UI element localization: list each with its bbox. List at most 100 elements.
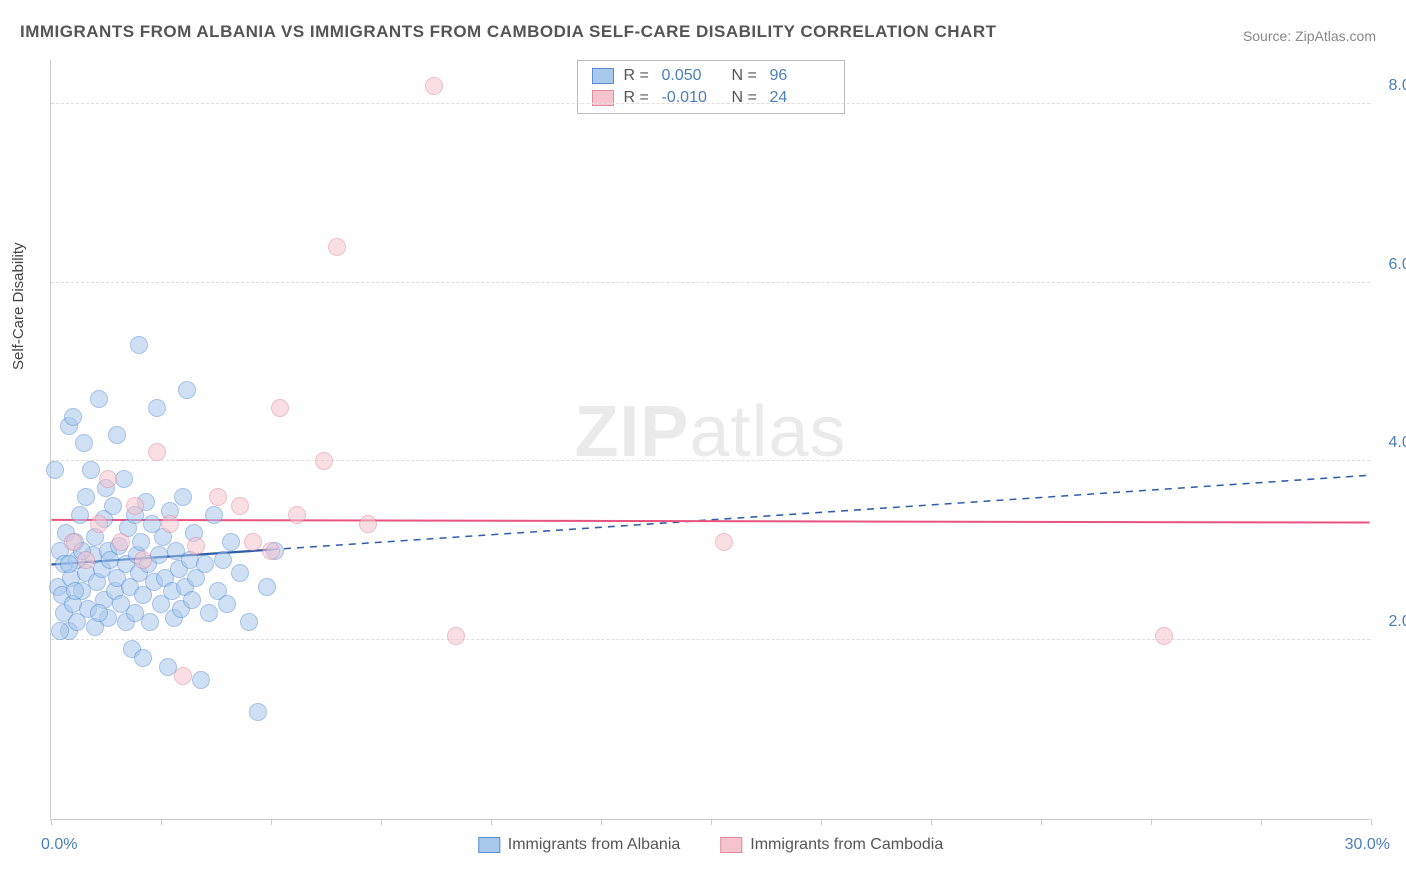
x-tick <box>271 819 272 825</box>
stats-row: R = -0.010 N = 24 <box>592 87 830 109</box>
y-tick-label: 2.0% <box>1389 613 1406 631</box>
source-label: Source: ZipAtlas.com <box>1243 28 1376 44</box>
data-point <box>108 426 126 444</box>
data-point <box>99 470 117 488</box>
data-point <box>126 497 144 515</box>
stat-value-n: 96 <box>770 67 830 85</box>
data-point <box>359 515 377 533</box>
data-point <box>231 497 249 515</box>
data-point <box>115 470 133 488</box>
data-point <box>209 488 227 506</box>
y-tick-label: 4.0% <box>1389 434 1406 452</box>
data-point <box>148 399 166 417</box>
data-point <box>141 613 159 631</box>
stat-label-r: R = <box>624 89 652 107</box>
data-point <box>90 604 108 622</box>
data-point <box>271 399 289 417</box>
trend-lines <box>51 60 1370 819</box>
data-point <box>249 703 267 721</box>
y-axis-title: Self-Care Disability <box>10 242 27 370</box>
x-tick <box>711 819 712 825</box>
data-point <box>187 537 205 555</box>
y-tick-label: 6.0% <box>1389 256 1406 274</box>
data-point <box>90 390 108 408</box>
data-point <box>77 551 95 569</box>
x-tick <box>1371 819 1372 825</box>
gridline <box>51 103 1370 104</box>
data-point <box>148 443 166 461</box>
legend-swatch <box>478 837 500 853</box>
data-point <box>196 555 214 573</box>
data-point <box>218 595 236 613</box>
data-point <box>150 546 168 564</box>
data-point <box>288 506 306 524</box>
data-point <box>64 408 82 426</box>
data-point <box>112 533 130 551</box>
data-point <box>174 488 192 506</box>
data-point <box>77 488 95 506</box>
data-point <box>174 667 192 685</box>
data-point <box>66 582 84 600</box>
data-point <box>205 506 223 524</box>
data-point <box>46 461 64 479</box>
data-point <box>90 515 108 533</box>
stats-row: R = 0.050 N = 96 <box>592 65 830 87</box>
data-point <box>82 461 100 479</box>
data-point <box>715 533 733 551</box>
data-point <box>134 649 152 667</box>
stat-label-n: N = <box>732 67 760 85</box>
x-tick <box>381 819 382 825</box>
gridline <box>51 460 1370 461</box>
data-point <box>51 622 69 640</box>
gridline <box>51 282 1370 283</box>
x-tick <box>161 819 162 825</box>
data-point <box>328 238 346 256</box>
legend-swatch <box>720 837 742 853</box>
data-point <box>192 671 210 689</box>
stat-label-r: R = <box>624 67 652 85</box>
legend-label: Immigrants from Albania <box>508 836 681 854</box>
stat-value-n: 24 <box>770 89 830 107</box>
data-point <box>130 336 148 354</box>
data-point <box>1155 627 1173 645</box>
stat-value-r: -0.010 <box>662 89 722 107</box>
data-point <box>60 555 78 573</box>
y-tick-label: 8.0% <box>1389 77 1406 95</box>
data-point <box>64 533 82 551</box>
data-point <box>231 564 249 582</box>
stat-value-r: 0.050 <box>662 67 722 85</box>
x-tick <box>1151 819 1152 825</box>
data-point <box>104 497 122 515</box>
x-axis-max-label: 30.0% <box>1345 836 1390 854</box>
data-point <box>183 591 201 609</box>
data-point <box>161 515 179 533</box>
x-tick <box>931 819 932 825</box>
x-tick <box>601 819 602 825</box>
data-point <box>134 551 152 569</box>
x-axis-min-label: 0.0% <box>41 836 77 854</box>
data-point <box>262 542 280 560</box>
data-point <box>200 604 218 622</box>
legend-item: Immigrants from Cambodia <box>720 836 943 854</box>
plot-area: ZIPatlas R =0.050N =96R =-0.010N =24 0.0… <box>50 60 1370 820</box>
data-point <box>71 506 89 524</box>
series-legend: Immigrants from Albania Immigrants from C… <box>478 836 943 854</box>
data-point <box>132 533 150 551</box>
data-point <box>244 533 262 551</box>
data-point <box>75 434 93 452</box>
x-tick <box>1261 819 1262 825</box>
x-tick <box>491 819 492 825</box>
legend-label: Immigrants from Cambodia <box>750 836 943 854</box>
data-point <box>240 613 258 631</box>
data-point <box>222 533 240 551</box>
legend-swatch <box>592 68 614 84</box>
x-tick <box>821 819 822 825</box>
data-point <box>258 578 276 596</box>
data-point <box>315 452 333 470</box>
legend-item: Immigrants from Albania <box>478 836 681 854</box>
data-point <box>214 551 232 569</box>
x-tick <box>1041 819 1042 825</box>
chart-title: IMMIGRANTS FROM ALBANIA VS IMMIGRANTS FR… <box>20 22 997 42</box>
data-point <box>178 381 196 399</box>
stat-label-n: N = <box>732 89 760 107</box>
